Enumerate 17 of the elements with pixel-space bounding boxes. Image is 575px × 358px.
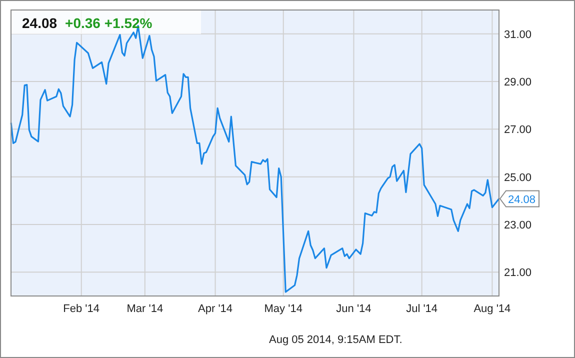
y-tick-label: 29.00 xyxy=(504,76,532,88)
chart-subtitle: +0.36 +1.52% xyxy=(65,15,153,31)
x-tick-label: Jul '14 xyxy=(406,303,438,315)
y-tick-label: 31.00 xyxy=(504,28,532,41)
x-tick-label: Feb '14 xyxy=(63,303,100,315)
x-tick-label: Aug '14 xyxy=(474,303,511,315)
x-tick-label: Apr '14 xyxy=(198,303,233,315)
x-tick-label: May '14 xyxy=(264,303,302,315)
annotation: 24.08 xyxy=(508,194,536,206)
y-tick-label: 27.00 xyxy=(504,124,532,136)
y-tick-label: 25.00 xyxy=(504,172,532,184)
y-tick-label: 21.00 xyxy=(504,267,532,280)
chart-title: 24.08 xyxy=(22,15,58,31)
x-tick-label: Jun '14 xyxy=(336,303,372,315)
text: Aug 05 2014, 9:15AM EDT. xyxy=(269,334,402,346)
x-tick-label: Mar '14 xyxy=(126,303,164,315)
y-tick-label: 23.00 xyxy=(504,220,532,232)
